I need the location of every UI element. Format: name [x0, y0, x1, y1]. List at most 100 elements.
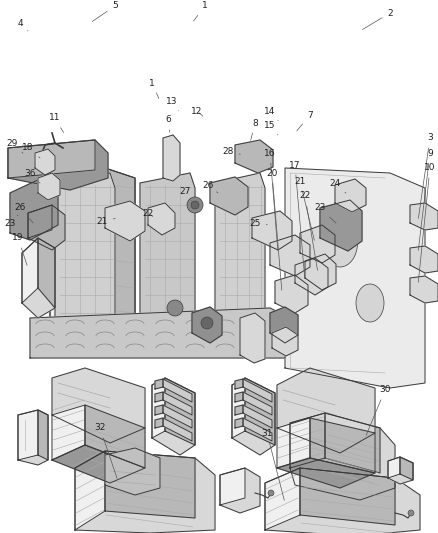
Polygon shape [252, 211, 292, 250]
Polygon shape [285, 168, 425, 388]
Ellipse shape [322, 219, 357, 267]
Polygon shape [50, 163, 135, 348]
Text: 16: 16 [264, 149, 278, 250]
Text: 5: 5 [92, 2, 118, 21]
Polygon shape [152, 378, 165, 438]
Polygon shape [163, 405, 192, 428]
Text: 23: 23 [314, 204, 336, 223]
Polygon shape [50, 163, 90, 333]
Polygon shape [235, 379, 243, 389]
Polygon shape [52, 445, 145, 483]
Text: 21: 21 [96, 216, 115, 225]
Polygon shape [320, 200, 362, 251]
Polygon shape [243, 405, 272, 428]
Text: 31: 31 [261, 429, 284, 500]
Polygon shape [215, 173, 265, 338]
Polygon shape [210, 177, 248, 215]
Polygon shape [410, 203, 438, 230]
Polygon shape [277, 368, 375, 453]
Text: 27: 27 [179, 187, 191, 201]
Polygon shape [165, 378, 195, 445]
Text: 26: 26 [202, 181, 218, 193]
Ellipse shape [356, 284, 384, 322]
Polygon shape [290, 413, 325, 468]
Text: 25: 25 [249, 219, 267, 228]
Text: 17: 17 [289, 160, 305, 278]
Polygon shape [232, 378, 275, 455]
Text: 3: 3 [418, 133, 433, 218]
Polygon shape [163, 392, 192, 415]
Polygon shape [105, 448, 160, 495]
Text: 9: 9 [418, 149, 433, 250]
Polygon shape [8, 140, 95, 178]
Text: 21: 21 [294, 176, 314, 240]
Polygon shape [140, 173, 195, 338]
Text: 6: 6 [165, 116, 171, 132]
Polygon shape [148, 203, 175, 235]
Circle shape [167, 300, 183, 316]
Text: 23: 23 [4, 215, 18, 228]
Polygon shape [388, 457, 400, 478]
Polygon shape [75, 451, 105, 530]
Polygon shape [18, 410, 38, 460]
Polygon shape [28, 205, 52, 238]
Polygon shape [38, 410, 48, 460]
Polygon shape [310, 418, 375, 473]
Text: 8: 8 [251, 118, 258, 140]
Polygon shape [8, 140, 108, 190]
Circle shape [408, 510, 414, 516]
Polygon shape [105, 201, 145, 241]
Polygon shape [30, 308, 290, 358]
Polygon shape [75, 451, 215, 533]
Text: 22: 22 [142, 208, 154, 217]
Polygon shape [240, 313, 265, 363]
Polygon shape [155, 405, 163, 415]
Text: 4: 4 [17, 19, 28, 31]
Polygon shape [388, 457, 413, 484]
Polygon shape [410, 276, 438, 303]
Polygon shape [270, 307, 298, 343]
Circle shape [187, 197, 203, 213]
Polygon shape [10, 178, 58, 240]
Polygon shape [22, 238, 55, 318]
Text: 18: 18 [22, 143, 40, 158]
Polygon shape [305, 254, 336, 290]
Text: 1: 1 [149, 78, 159, 99]
Polygon shape [155, 418, 163, 428]
Text: 11: 11 [49, 114, 64, 133]
Polygon shape [235, 405, 243, 415]
Polygon shape [277, 418, 310, 468]
Polygon shape [243, 418, 272, 441]
Polygon shape [105, 451, 195, 518]
Polygon shape [270, 235, 310, 276]
Polygon shape [28, 205, 65, 250]
Text: 7: 7 [297, 110, 313, 131]
Polygon shape [192, 307, 222, 343]
Polygon shape [155, 392, 163, 402]
Polygon shape [235, 140, 273, 173]
Text: 29: 29 [6, 139, 23, 153]
Polygon shape [335, 179, 366, 212]
Polygon shape [410, 246, 438, 273]
Polygon shape [232, 378, 245, 438]
Text: 30: 30 [366, 385, 391, 435]
Polygon shape [163, 135, 180, 181]
Polygon shape [235, 392, 243, 402]
Text: 15: 15 [264, 120, 278, 135]
Text: 24: 24 [329, 179, 346, 193]
Polygon shape [243, 379, 272, 402]
Text: 32: 32 [94, 424, 117, 478]
Polygon shape [163, 379, 192, 402]
Polygon shape [400, 457, 413, 480]
Polygon shape [265, 468, 300, 530]
Polygon shape [265, 468, 420, 533]
Polygon shape [220, 468, 245, 505]
Polygon shape [245, 378, 275, 445]
Polygon shape [272, 327, 298, 356]
Text: 2: 2 [362, 9, 393, 29]
Text: 36: 36 [24, 168, 40, 183]
Polygon shape [235, 418, 243, 428]
Polygon shape [52, 368, 145, 443]
Text: 26: 26 [14, 204, 33, 223]
Text: 1: 1 [194, 2, 208, 21]
